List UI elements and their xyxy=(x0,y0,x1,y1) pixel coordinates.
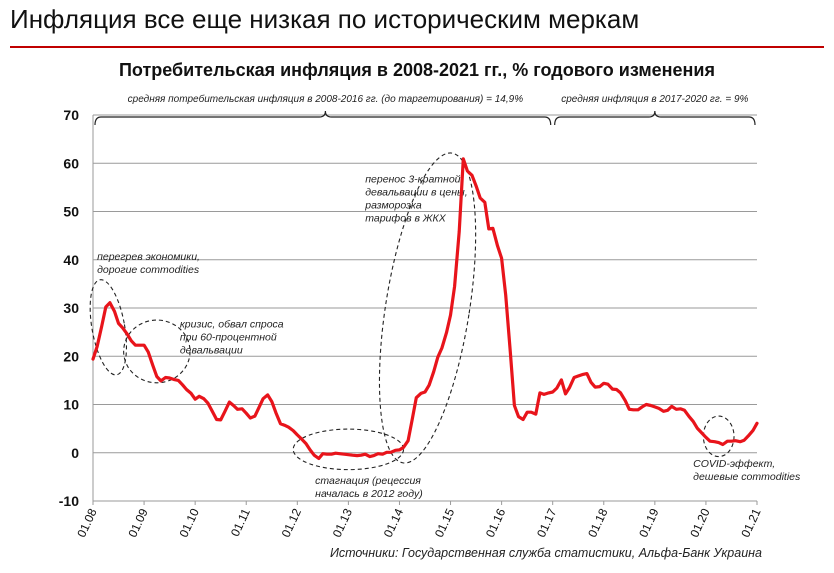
annotation-ellipse xyxy=(292,428,405,471)
y-tick-label: 20 xyxy=(63,348,79,364)
source-note: Источники: Государственная служба статис… xyxy=(329,546,762,560)
brace xyxy=(94,110,552,126)
annotation-text: девальвации xyxy=(180,344,243,356)
title-rule xyxy=(10,46,824,48)
x-tick-label: 01.08 xyxy=(74,506,100,539)
cpi-series-line xyxy=(91,157,759,461)
chart-title: Потребительская инфляция в 2008-2021 гг.… xyxy=(118,60,715,80)
y-tick-label: 10 xyxy=(63,397,79,413)
annotation-text: разморозка xyxy=(364,200,422,212)
x-tick-label: 01.19 xyxy=(636,506,662,539)
annotation-ellipse xyxy=(123,319,191,384)
annotation-text: перенос 3-кратной xyxy=(365,174,460,186)
x-tick-label: 01.10 xyxy=(176,506,202,539)
x-tick-label: 01.16 xyxy=(483,506,509,539)
brace-label: средняя потребительская инфляция в 2008-… xyxy=(128,93,524,105)
brace-label: средняя инфляция в 2017-2020 гг. = 9% xyxy=(561,93,748,105)
x-tick-label: 01.12 xyxy=(279,506,305,539)
y-tick-label: 30 xyxy=(63,300,79,316)
x-tick-label: 01.11 xyxy=(228,506,253,539)
series-layer xyxy=(91,157,759,461)
annotation-text: началась в 2012 году) xyxy=(315,488,423,500)
y-tick-label: 70 xyxy=(63,107,79,123)
annotation-text: дешевые commodities xyxy=(693,471,801,483)
y-tick-label: 40 xyxy=(63,252,79,268)
x-tick-label: 01.20 xyxy=(687,506,713,539)
brace-layer: средняя потребительская инфляция в 2008-… xyxy=(94,93,756,126)
annotation-text: тарифов в ЖКХ xyxy=(365,213,446,225)
grid-layer xyxy=(93,114,757,502)
x-tick-label: 01.14 xyxy=(381,506,407,539)
annotation-text: дорогие commodities xyxy=(97,264,200,276)
annotation-layer: перегрев экономики,дорогие commodities кр… xyxy=(89,152,801,500)
y-tick-label: -10 xyxy=(59,493,79,509)
x-tick-label: 01.09 xyxy=(125,506,151,539)
annotation-text: COVID-эффект, xyxy=(693,458,775,470)
brace xyxy=(554,110,756,126)
annotation-text: перегрев экономики, xyxy=(97,251,200,263)
x-tick-label: 01.17 xyxy=(534,506,560,539)
y-tick-label: 60 xyxy=(63,155,79,171)
annotation-ellipse xyxy=(378,152,477,464)
y-tick-label: 50 xyxy=(63,204,79,220)
annotation-ellipse xyxy=(702,415,735,458)
annotation-text: девальвации в цены, xyxy=(365,187,467,199)
slide-title: Инфляция все еще низкая по историческим … xyxy=(10,4,640,34)
annotation-ellipse xyxy=(89,279,128,376)
x-tick-label: 01.13 xyxy=(330,506,356,539)
annotation-text: кризис, обвал спроса xyxy=(180,318,284,330)
annotation-text: при 60-процентной xyxy=(180,331,277,343)
y-tick-label: 0 xyxy=(71,445,79,461)
x-tick-label: 01.18 xyxy=(585,506,611,539)
annotation-text: стагнация (рецессия xyxy=(315,475,421,487)
x-tick-label: 01.21 xyxy=(738,506,764,539)
x-tick-label: 01.15 xyxy=(432,506,458,539)
